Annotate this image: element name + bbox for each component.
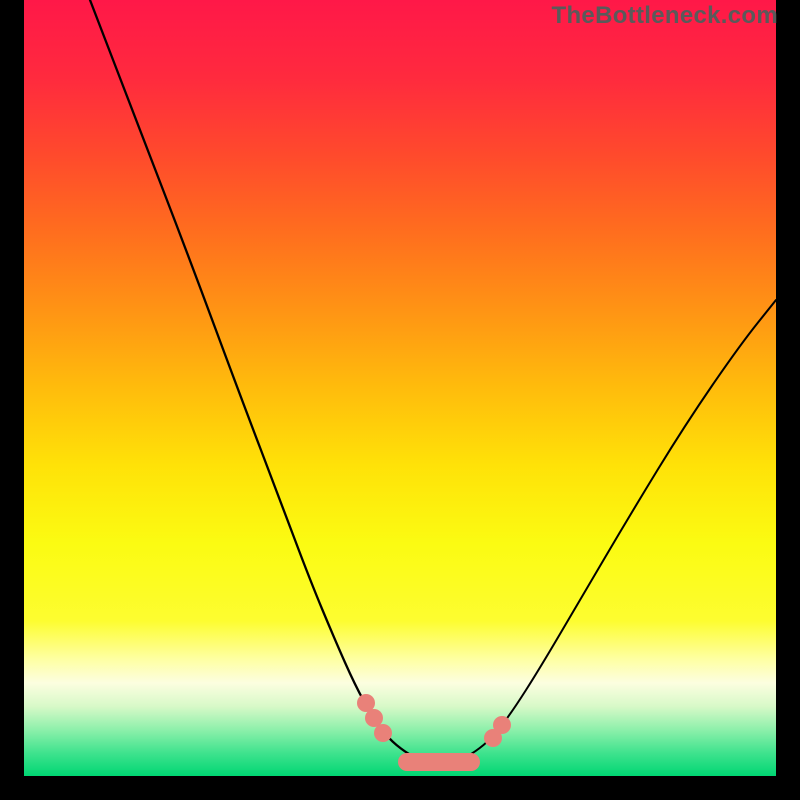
- data-marker: [374, 724, 392, 742]
- chart-container: TheBottleneck.com: [0, 0, 800, 800]
- data-marker: [484, 729, 502, 747]
- watermark-text: TheBottleneck.com: [552, 2, 778, 30]
- plot-background: [24, 0, 776, 776]
- sweet-spot-marker: [398, 753, 480, 771]
- data-marker: [365, 709, 383, 727]
- bottleneck-chart: [0, 0, 800, 800]
